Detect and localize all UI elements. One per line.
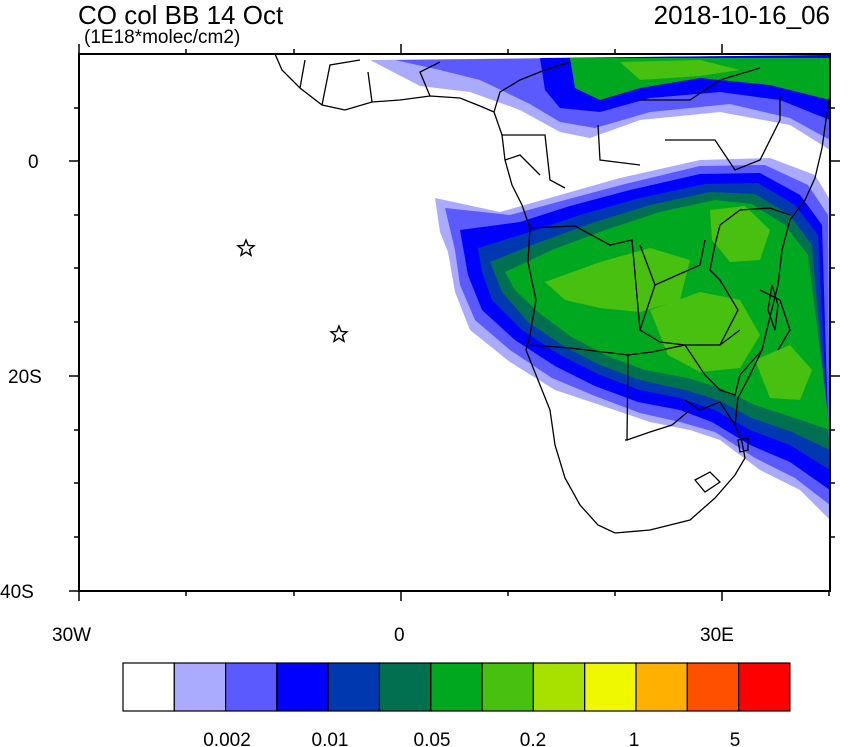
colorbar-label-1: 1: [629, 730, 640, 747]
colorbar-label-001: 0.01: [312, 730, 349, 747]
border-14: [654, 239, 706, 286]
colorbar-swatch-2: [225, 662, 278, 712]
lat-label-40s: 40S: [0, 582, 34, 603]
co-contour-south-lime-b: [650, 292, 760, 372]
colorbar-swatch-7: [481, 662, 535, 712]
border-19: [640, 67, 761, 101]
border-18: [665, 95, 781, 171]
colorbar-label-0002: 0.002: [203, 730, 251, 747]
lon-label-30w: 30W: [52, 625, 91, 646]
colorbar-swatch-12: [737, 662, 791, 712]
border-15: [639, 244, 656, 331]
colorbar: [122, 662, 791, 712]
co-contour-south-lime-a: [545, 248, 690, 312]
border-11: [684, 344, 763, 396]
lon-tick-marks: [78, 44, 830, 601]
colorbar-swatch-9: [584, 662, 637, 712]
star-marker-st-helena: [329, 324, 349, 343]
border-16: [684, 399, 736, 426]
co-contour-north-core: [620, 60, 740, 80]
colorbar-swatch-6: [430, 662, 483, 712]
colorbar-swatch-11: [686, 662, 740, 712]
colorbar-swatch-4: [327, 662, 381, 712]
border-8: [527, 225, 686, 346]
border-4: [419, 61, 441, 97]
lat-label-20s: 20S: [8, 367, 42, 388]
colorbar-label-5: 5: [730, 730, 741, 747]
map-timestamp: 2018-10-16_06: [653, 0, 830, 30]
map-units: (1E18*molec/cm2): [84, 27, 241, 48]
border-5: [493, 61, 571, 113]
lon-label-0: 0: [394, 625, 405, 646]
border-7: [504, 154, 541, 176]
colorbar-swatch-5: [378, 662, 432, 712]
border-17: [626, 409, 691, 441]
border-1: [299, 59, 306, 89]
border-3: [367, 71, 373, 103]
lon-label-30e: 30E: [700, 625, 734, 646]
border-2: [321, 59, 361, 106]
co-concentration-field: [370, 55, 830, 520]
co-contour-south-lime-c: [710, 206, 770, 262]
lat-label-0: 0: [28, 152, 39, 173]
colorbar-swatch-1: [173, 662, 227, 712]
map-coastlines: [274, 54, 830, 534]
border-13: [719, 207, 791, 226]
border-12: [709, 224, 739, 346]
border-6: [502, 134, 566, 189]
west-africa-coast: [274, 54, 830, 534]
border-20: [597, 124, 641, 166]
lesotho: [693, 471, 722, 493]
colorbar-label-02: 0.2: [520, 730, 546, 747]
colorbar-label-005: 0.05: [414, 730, 451, 747]
colorbar-swatch-8: [532, 662, 586, 712]
star-marker-ascension: [236, 238, 256, 257]
co-contour-south-lime-d: [755, 345, 812, 400]
map-title: CO col BB 14 Oct: [78, 0, 284, 30]
eswatini: [737, 437, 749, 453]
colorbar-swatch-3: [276, 662, 329, 712]
lake-malawi: [767, 284, 779, 331]
lat-tick-marks: [69, 107, 840, 592]
colorbar-labels: 0.002 0.01 0.05 0.2 1 5: [203, 730, 740, 747]
colorbar-swatch-0: [122, 662, 175, 712]
colorbar-swatch-10: [635, 662, 688, 712]
